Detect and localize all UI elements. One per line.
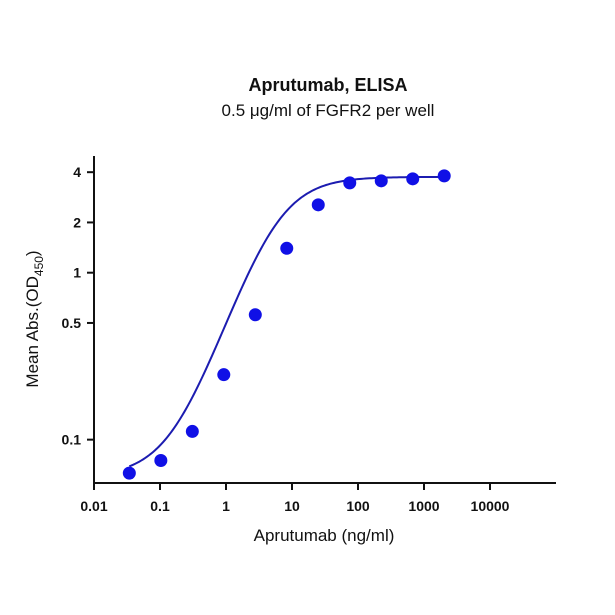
fit-curve bbox=[128, 175, 445, 468]
x-tick-label: 0.1 bbox=[150, 498, 170, 514]
y-axis-label-main: Mean Abs.(OD bbox=[23, 276, 42, 388]
data-point bbox=[217, 368, 231, 382]
data-point bbox=[248, 308, 262, 322]
y-ticks: 0.1 0.5 1 2 4 bbox=[62, 164, 94, 448]
x-ticks: 0.01 0.1 1 10 100 1000 10000 bbox=[80, 483, 510, 514]
data-point bbox=[437, 169, 451, 183]
x-tick-label: 10 bbox=[284, 498, 300, 514]
axes bbox=[93, 156, 556, 484]
data-point bbox=[154, 454, 168, 468]
x-tick-label: 0.01 bbox=[80, 498, 107, 514]
data-point bbox=[185, 424, 199, 438]
data-point bbox=[406, 172, 420, 186]
x-tick-label: 10000 bbox=[471, 498, 510, 514]
chart-title: Aprutumab, ELISA bbox=[248, 75, 407, 95]
data-point bbox=[280, 241, 294, 255]
x-tick-label: 1 bbox=[222, 498, 230, 514]
data-point bbox=[374, 174, 388, 188]
y-tick-label: 4 bbox=[73, 164, 81, 180]
x-tick-label: 1000 bbox=[408, 498, 439, 514]
chart-subtitle: 0.5 μg/ml of FGFR2 per well bbox=[222, 101, 435, 120]
data-point bbox=[122, 466, 136, 480]
y-tick-label: 2 bbox=[73, 214, 81, 230]
x-axis-label: Aprutumab (ng/ml) bbox=[254, 526, 395, 545]
x-tick-label: 100 bbox=[346, 498, 370, 514]
data-points bbox=[122, 169, 451, 480]
y-tick-label: 1 bbox=[73, 265, 81, 281]
data-point bbox=[343, 176, 357, 190]
data-point bbox=[311, 198, 325, 212]
y-tick-label: 0.1 bbox=[62, 432, 82, 448]
y-axis-label: Mean Abs.(OD450) bbox=[23, 250, 46, 387]
y-axis-label-close: ) bbox=[23, 250, 42, 256]
y-tick-label: 0.5 bbox=[62, 315, 82, 331]
y-axis-label-sub: 450 bbox=[32, 256, 46, 276]
